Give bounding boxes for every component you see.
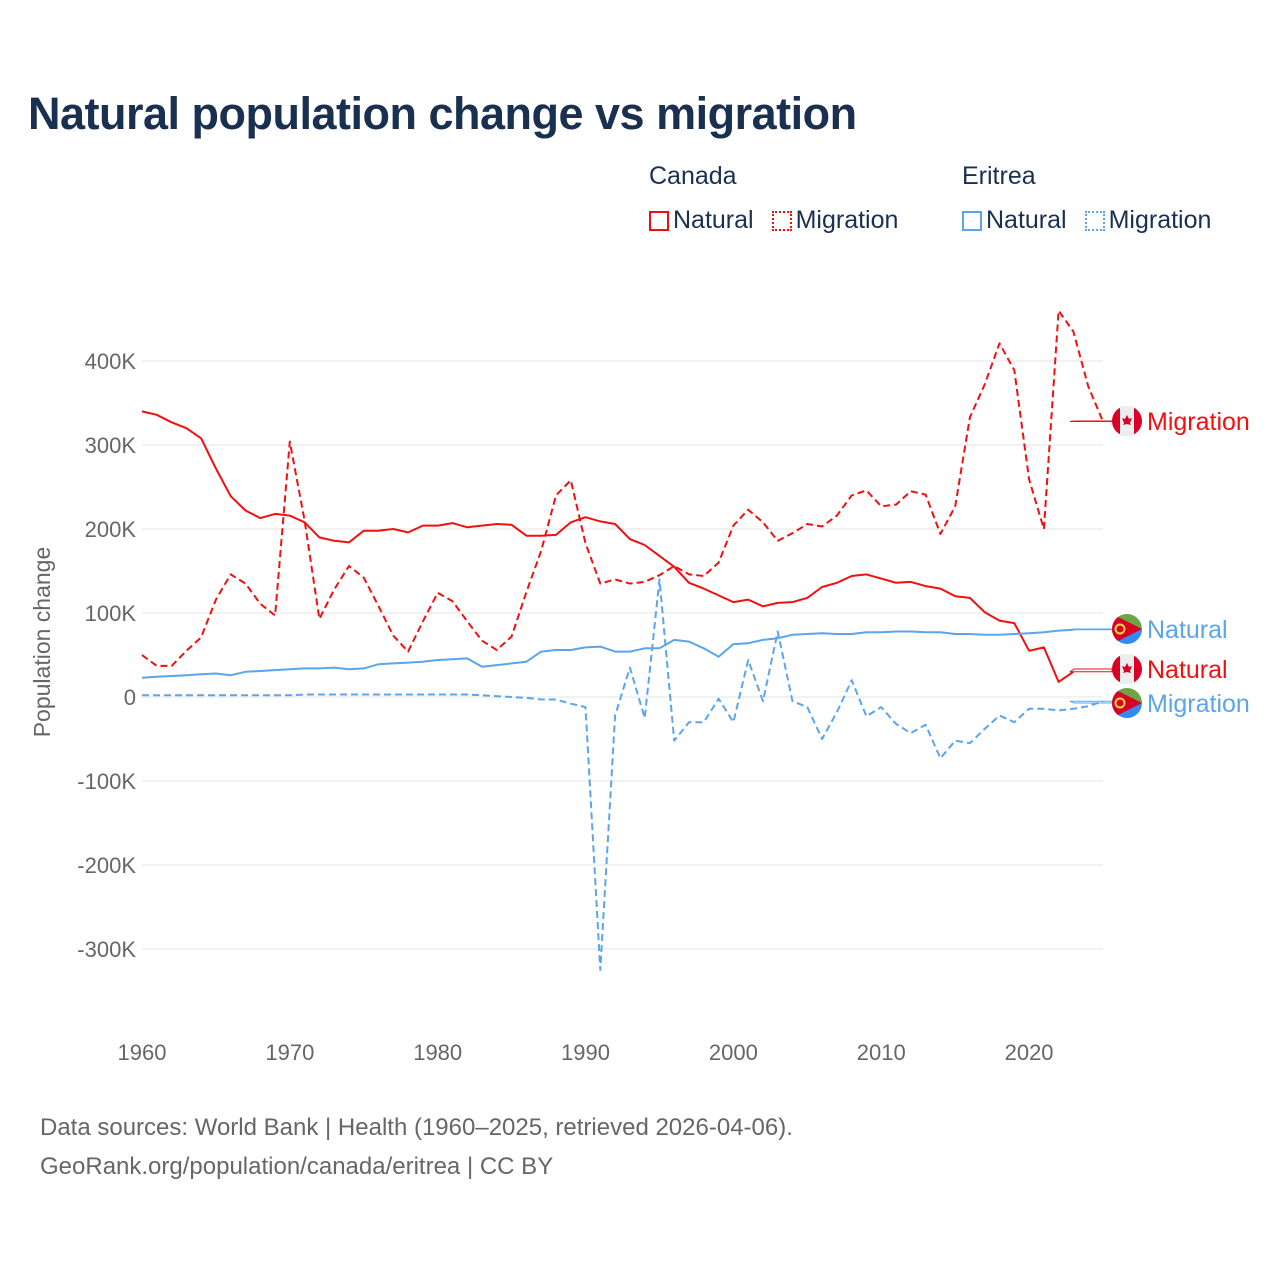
x-tick-label: 2020 [1005, 1040, 1054, 1065]
label-connector [1069, 668, 1112, 673]
eritrea-flag-icon [1112, 688, 1142, 718]
maple-leaf-icon [1122, 415, 1132, 425]
series-line-canada-natural [141, 410, 1074, 683]
legend-item-canada-natural[interactable]: Natural [649, 206, 754, 235]
legend-label: Natural [673, 206, 754, 234]
y-tick-label: 300K [85, 433, 137, 458]
y-tick-label: 0 [124, 685, 136, 710]
series-line-canada-migration [141, 309, 1104, 667]
series-line-eritrea-migration [142, 578, 1104, 971]
canada-flag-icon [1112, 406, 1142, 436]
flag-red-triangle [1112, 688, 1142, 718]
dotted-swatch-icon [771, 210, 792, 231]
y-tick-label: 200K [85, 517, 137, 542]
label-connector [1103, 700, 1113, 703]
source-note: Data sources: World Bank | Health (1960–… [40, 1108, 793, 1186]
solid-swatch-icon [649, 210, 669, 231]
x-tick-label: 1990 [561, 1040, 610, 1065]
x-tick-label: 2010 [857, 1040, 906, 1065]
legend-group-canada: Canada Natural Migration [649, 162, 916, 238]
y-tick-label: 400K [85, 349, 137, 374]
solid-swatch-icon [962, 210, 982, 231]
chart-title: Natural population change vs migration [28, 88, 857, 139]
dotted-swatch-icon [1084, 210, 1105, 231]
y-tick-label: -100K [77, 769, 136, 794]
y-tick-label: -300K [77, 937, 136, 962]
end-label: Natural [1147, 616, 1228, 644]
maple-leaf-icon [1122, 663, 1132, 673]
flag-body [1112, 614, 1142, 644]
label-connector [1069, 700, 1112, 704]
end-label: Natural [1147, 656, 1228, 684]
x-tick-label: 1970 [265, 1040, 314, 1065]
legend-label: Migration [1108, 206, 1212, 234]
x-tick-label: 2000 [709, 1040, 758, 1065]
legend-item-canada-migration[interactable]: Migration [771, 206, 899, 235]
end-label: Migration [1147, 690, 1250, 718]
label-connector [1073, 669, 1113, 673]
legend-group-name: Canada [649, 162, 737, 190]
x-tick-label: 1960 [118, 1040, 167, 1065]
y-tick-label: -200K [77, 853, 136, 878]
legend-item-eritrea-natural[interactable]: Natural [962, 206, 1067, 235]
flag-red-triangle [1112, 614, 1142, 644]
end-label: Migration [1147, 408, 1250, 436]
y-tick-label: 100K [85, 601, 137, 626]
label-connector [1069, 628, 1112, 631]
legend-item-eritrea-migration[interactable]: Migration [1084, 206, 1212, 235]
legend-group-name: Eritrea [962, 162, 1036, 190]
y-axis-label: Population change [29, 547, 55, 738]
olive-wreath-icon [1114, 623, 1126, 635]
series-line-eritrea-natural [141, 628, 1074, 679]
legend-label: Migration [795, 206, 899, 234]
eritrea-flag-icon [1112, 614, 1142, 644]
source-line-2[interactable]: GeoRank.org/population/canada/eritrea | … [40, 1153, 554, 1180]
legend-label: Natural [986, 206, 1067, 234]
x-tick-label: 1980 [413, 1040, 462, 1065]
olive-wreath-icon [1114, 697, 1126, 709]
flag-body [1112, 688, 1142, 718]
source-line-1: Data sources: World Bank | Health (1960–… [40, 1114, 793, 1141]
legend-group-eritrea: Eritrea Natural Migration [962, 162, 1229, 238]
canada-flag-icon [1112, 654, 1142, 684]
